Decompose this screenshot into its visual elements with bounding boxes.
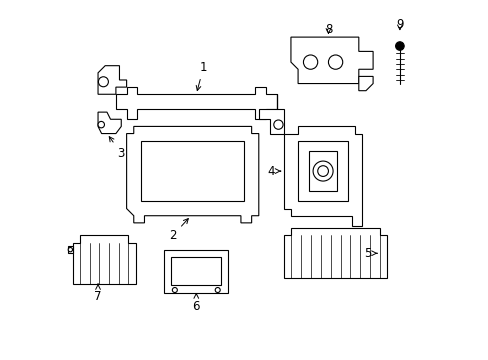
Text: 9: 9 bbox=[395, 18, 403, 31]
Text: 5: 5 bbox=[363, 247, 376, 260]
Text: 3: 3 bbox=[109, 137, 125, 160]
Polygon shape bbox=[308, 152, 337, 191]
Polygon shape bbox=[98, 112, 121, 134]
Circle shape bbox=[273, 120, 283, 129]
Polygon shape bbox=[98, 66, 126, 94]
Polygon shape bbox=[298, 141, 347, 202]
Polygon shape bbox=[290, 37, 372, 84]
Circle shape bbox=[395, 42, 404, 50]
Circle shape bbox=[215, 288, 220, 293]
Circle shape bbox=[98, 77, 108, 87]
Circle shape bbox=[317, 166, 328, 176]
Text: 4: 4 bbox=[267, 165, 280, 177]
Polygon shape bbox=[171, 257, 221, 285]
Polygon shape bbox=[126, 126, 258, 223]
Circle shape bbox=[68, 248, 72, 252]
Circle shape bbox=[98, 121, 104, 128]
Circle shape bbox=[312, 161, 332, 181]
Circle shape bbox=[303, 55, 317, 69]
Polygon shape bbox=[164, 249, 228, 293]
Polygon shape bbox=[116, 87, 276, 119]
Polygon shape bbox=[283, 228, 386, 278]
Text: 1: 1 bbox=[196, 61, 207, 90]
Polygon shape bbox=[258, 94, 283, 134]
Polygon shape bbox=[67, 246, 73, 253]
Polygon shape bbox=[358, 76, 372, 91]
Text: 2: 2 bbox=[169, 219, 188, 242]
Text: 8: 8 bbox=[324, 23, 331, 36]
Polygon shape bbox=[73, 235, 135, 284]
Polygon shape bbox=[283, 126, 362, 226]
Polygon shape bbox=[141, 141, 244, 202]
Circle shape bbox=[172, 288, 177, 293]
Circle shape bbox=[328, 55, 342, 69]
Text: 7: 7 bbox=[94, 284, 102, 303]
Text: 6: 6 bbox=[192, 294, 200, 313]
